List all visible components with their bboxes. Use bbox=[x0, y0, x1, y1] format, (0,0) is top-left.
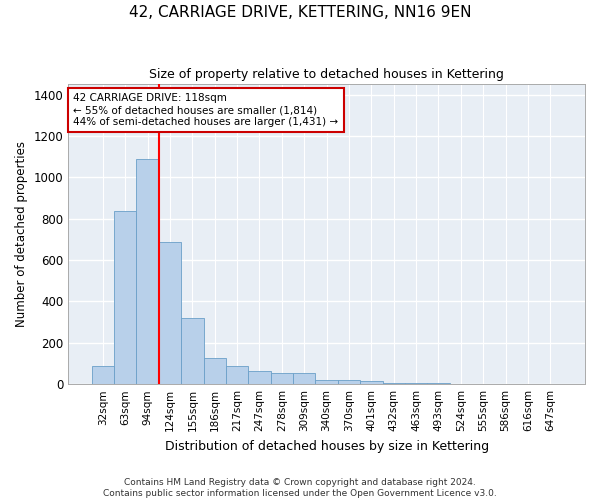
Bar bbox=[383, 383, 405, 384]
Bar bbox=[248, 370, 271, 384]
Text: Contains HM Land Registry data © Crown copyright and database right 2024.
Contai: Contains HM Land Registry data © Crown c… bbox=[103, 478, 497, 498]
Bar bbox=[405, 383, 427, 384]
X-axis label: Distribution of detached houses by size in Kettering: Distribution of detached houses by size … bbox=[164, 440, 488, 452]
Bar bbox=[159, 242, 181, 384]
Title: Size of property relative to detached houses in Kettering: Size of property relative to detached ho… bbox=[149, 68, 504, 80]
Y-axis label: Number of detached properties: Number of detached properties bbox=[15, 142, 28, 328]
Bar bbox=[360, 381, 383, 384]
Bar bbox=[316, 380, 338, 384]
Text: 42 CARRIAGE DRIVE: 118sqm
← 55% of detached houses are smaller (1,814)
44% of se: 42 CARRIAGE DRIVE: 118sqm ← 55% of detac… bbox=[73, 94, 338, 126]
Bar bbox=[271, 373, 293, 384]
Bar bbox=[114, 210, 136, 384]
Bar bbox=[226, 366, 248, 384]
Bar bbox=[181, 318, 203, 384]
Bar bbox=[136, 159, 159, 384]
Text: 42, CARRIAGE DRIVE, KETTERING, NN16 9EN: 42, CARRIAGE DRIVE, KETTERING, NN16 9EN bbox=[129, 5, 471, 20]
Bar bbox=[338, 380, 360, 384]
Bar bbox=[203, 358, 226, 384]
Bar bbox=[92, 366, 114, 384]
Bar bbox=[293, 373, 316, 384]
